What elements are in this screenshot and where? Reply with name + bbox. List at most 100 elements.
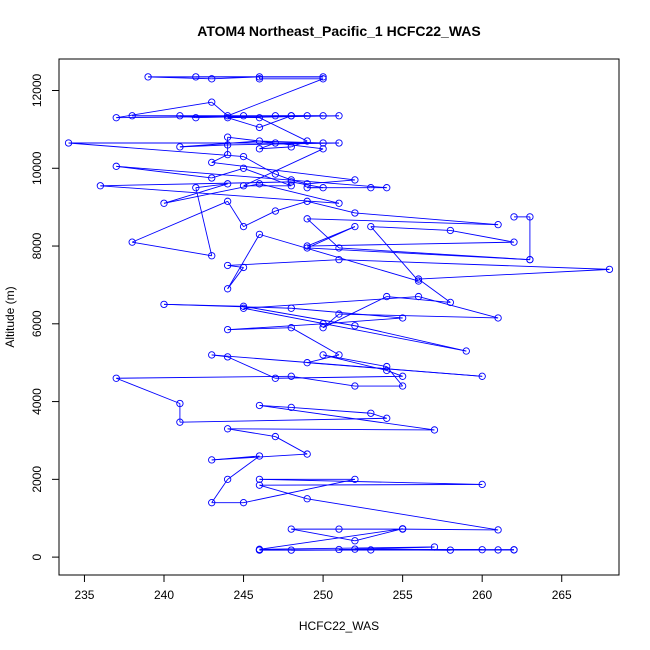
data-point	[239, 304, 248, 312]
series-segment	[243, 167, 292, 187]
data-point	[430, 426, 439, 434]
series-segment	[243, 305, 355, 327]
y-tick-label: 0	[30, 553, 44, 560]
series-segment	[306, 218, 340, 249]
x-tick-label: 260	[472, 588, 492, 602]
data-point	[271, 374, 280, 382]
series-segment	[227, 356, 276, 379]
series-segment	[307, 200, 356, 214]
series-segment	[100, 181, 292, 187]
x-tick-label: 245	[234, 588, 254, 602]
series-segment	[275, 375, 403, 379]
data-point	[287, 182, 295, 190]
series-segment	[259, 117, 308, 142]
y-axis-label: Altitude (m)	[3, 286, 17, 347]
data-point	[303, 244, 311, 252]
series-segment	[195, 187, 213, 256]
series-segment	[116, 377, 181, 404]
data-point	[208, 98, 216, 106]
data-point	[303, 137, 311, 145]
data-point	[303, 359, 311, 367]
data-point	[351, 209, 359, 217]
series-segment	[195, 183, 228, 189]
series-segment	[227, 78, 324, 117]
series-segment	[354, 325, 467, 352]
data-point	[223, 475, 232, 483]
series-segment	[291, 327, 340, 356]
series-segment	[354, 548, 483, 551]
series-segment	[227, 323, 324, 331]
data-point	[192, 73, 200, 81]
series-segment	[211, 167, 244, 179]
data-point	[208, 456, 216, 464]
data-point	[430, 543, 439, 551]
series-segment	[132, 241, 212, 257]
series-segment	[179, 417, 387, 423]
series-segment	[307, 362, 483, 377]
data-point	[223, 141, 232, 149]
data-point	[64, 139, 73, 147]
data-point	[271, 139, 280, 147]
series-segment	[227, 117, 260, 128]
data-point	[351, 322, 359, 330]
series-segment	[418, 278, 451, 303]
series-segment	[338, 313, 499, 319]
data-point	[271, 170, 280, 178]
data-point	[303, 242, 311, 250]
series-segment	[243, 478, 356, 504]
data-point	[271, 112, 280, 120]
data-point	[239, 152, 248, 161]
data-point	[414, 275, 423, 283]
data-point	[208, 351, 216, 359]
series-segment	[354, 212, 499, 226]
data-point	[510, 238, 518, 246]
series-segment	[116, 165, 212, 179]
data-point	[239, 499, 248, 507]
data-point	[319, 351, 327, 359]
data-point	[223, 425, 232, 433]
data-point	[208, 158, 216, 167]
data-point	[367, 222, 375, 231]
x-tick-label: 235	[74, 588, 94, 602]
y-tick-label: 10000	[30, 151, 44, 185]
series-segment	[259, 405, 292, 408]
data-point	[255, 145, 264, 153]
series-segment	[211, 161, 355, 181]
series-segment	[370, 226, 419, 282]
series-segment	[370, 226, 451, 231]
data-point	[383, 362, 391, 371]
data-point	[112, 374, 120, 382]
data-point	[239, 263, 248, 272]
series-segment	[227, 265, 244, 268]
series-segment	[132, 200, 228, 243]
data-point	[255, 73, 264, 81]
y-tick-label: 4000	[30, 388, 44, 415]
series-segment	[307, 218, 499, 226]
data-point	[255, 230, 264, 239]
data-point	[255, 545, 264, 553]
data-point	[255, 452, 264, 460]
data-point	[192, 114, 200, 122]
series-segment	[259, 115, 292, 128]
data-point	[287, 178, 295, 186]
data-point	[239, 164, 248, 172]
data-point	[398, 314, 407, 322]
series-segment	[243, 156, 276, 175]
data-point	[446, 546, 455, 554]
data-point	[223, 112, 232, 120]
data-point	[351, 176, 359, 184]
data-point	[223, 285, 232, 293]
series-segment	[68, 142, 244, 158]
series-segment	[227, 259, 340, 266]
data-point	[208, 499, 216, 507]
y-axis: 0 2000 4000 6000 8000 10000 12000	[30, 73, 60, 560]
data-point	[287, 372, 295, 380]
y-tick-label: 2000	[30, 466, 44, 493]
series-segment	[179, 140, 260, 148]
series-segment	[100, 185, 340, 204]
series-segment	[291, 307, 403, 319]
data-point	[351, 222, 359, 231]
series-segment	[116, 375, 292, 379]
data-point	[287, 176, 295, 184]
data-point	[176, 143, 184, 151]
